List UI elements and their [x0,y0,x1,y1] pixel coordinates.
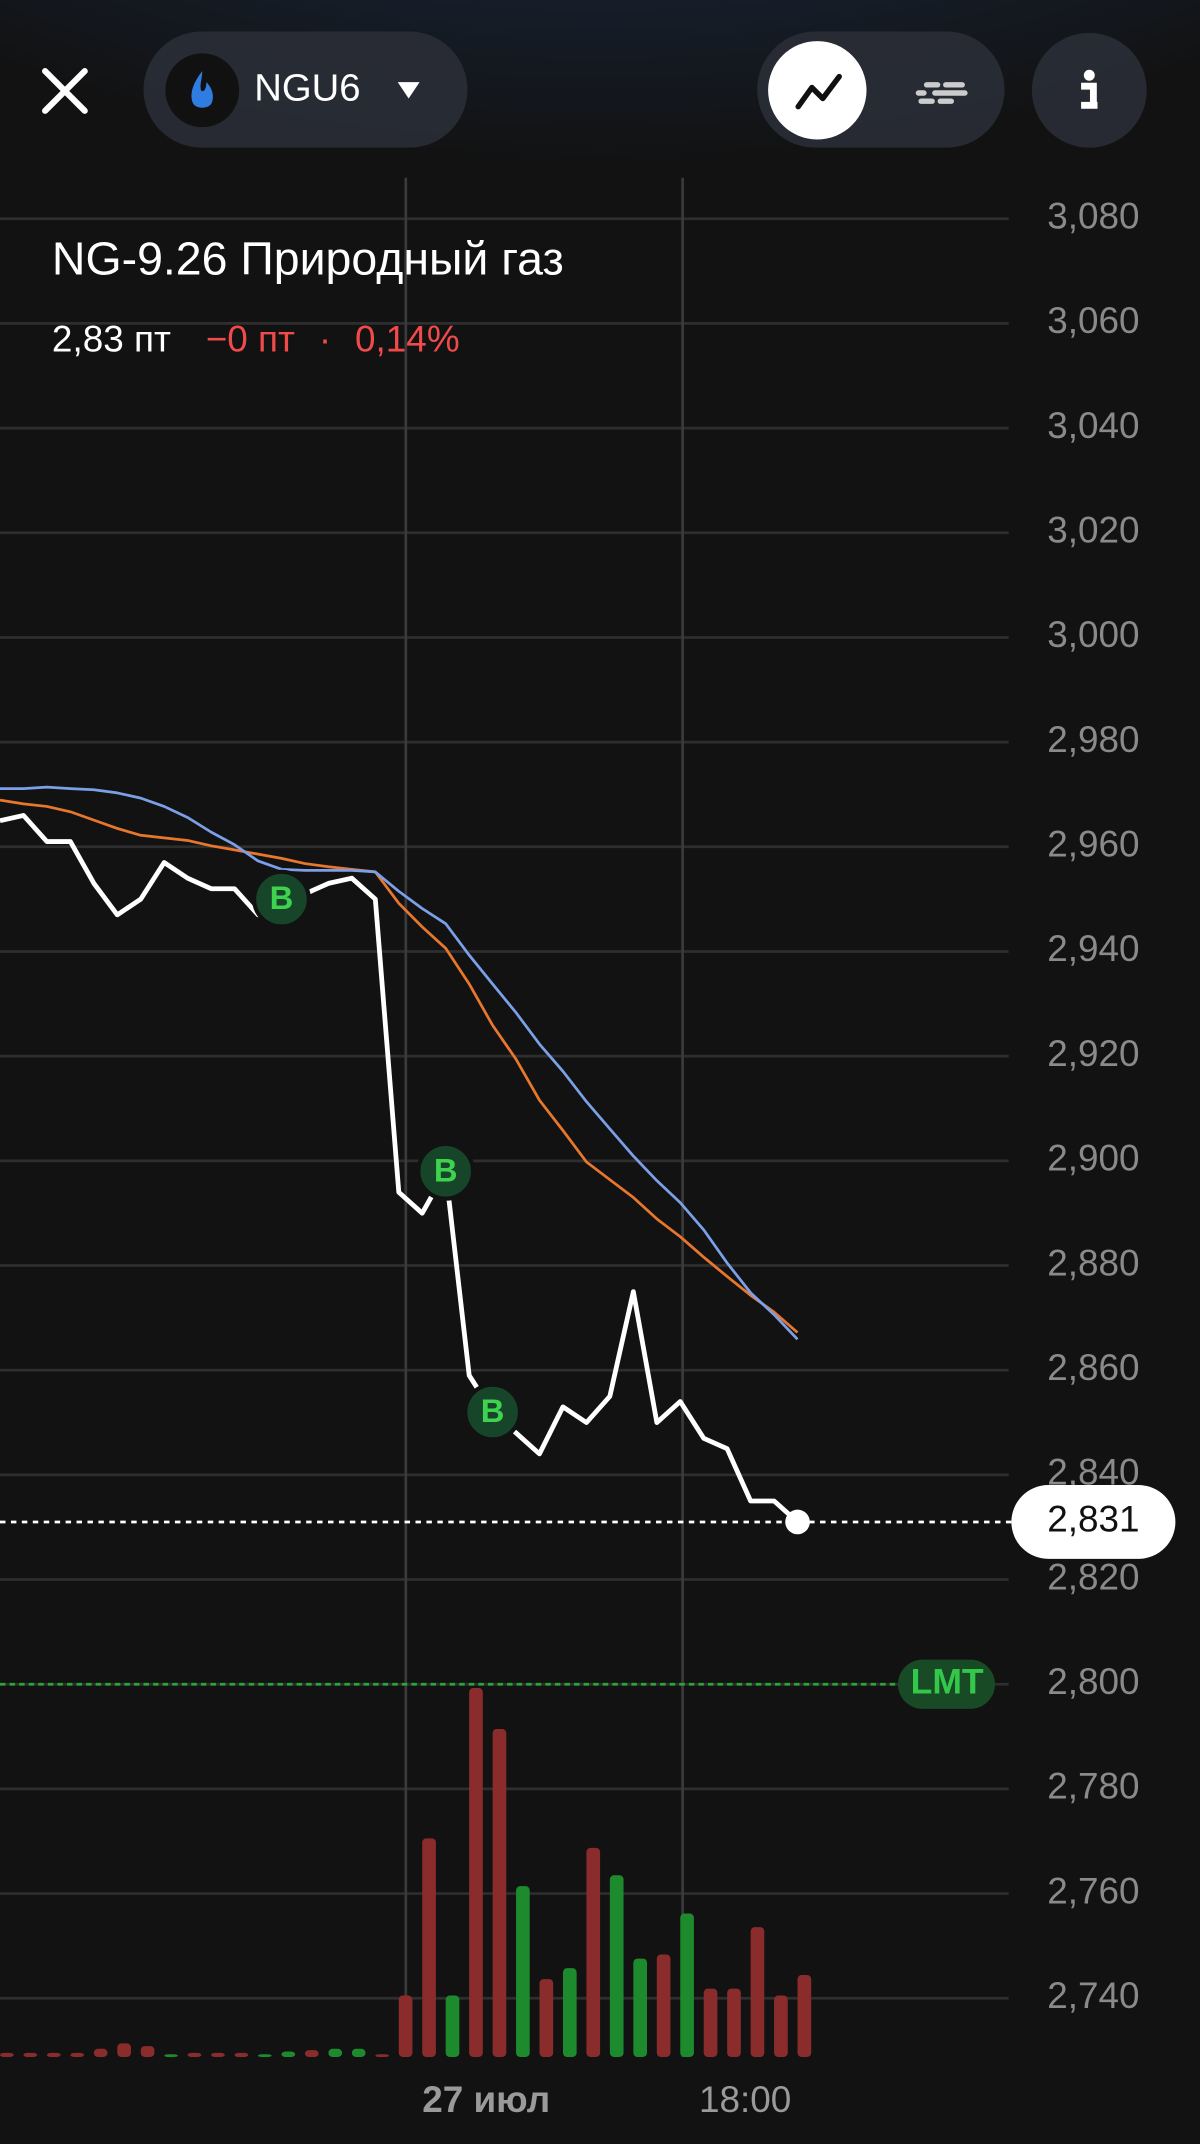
volume-bar [140,2046,155,2058]
volume-bar [539,1979,554,2058]
chart-mode-toggle[interactable] [757,31,1005,148]
volume-bar [304,2050,319,2058]
y-tick-label: 3,080 [1047,195,1139,236]
quote-change: −0 пт [206,318,295,359]
quote: 2,83 пт −0 пт · 0,14% [52,318,460,359]
volume-bar [609,1875,624,2058]
last-price-label: 2,831 [1047,1499,1139,1540]
quote-separator: · [319,318,331,359]
info-button[interactable] [1031,32,1147,148]
x-tick-label: 27 июл [422,2079,550,2120]
instrument-title: NG-9.26 Природный газ [52,233,564,285]
volume-bar [445,1995,460,2058]
volume-bar [93,2048,108,2058]
volume-bar [281,2051,296,2058]
y-tick-label: 3,040 [1047,405,1139,446]
volume-bar [680,1913,694,2058]
y-tick-label: 2,880 [1047,1242,1139,1283]
y-tick-label: 3,060 [1047,300,1139,341]
volume-bar [0,2052,14,2058]
quote-price: 2,83 пт [52,318,171,359]
volume-bar [328,2048,343,2058]
price-line [0,785,799,1341]
y-tick-label: 2,820 [1047,1556,1139,1597]
y-tick-label: 2,760 [1047,1870,1139,1911]
quote-percent: 0,14% [355,318,460,359]
y-tick-label: 2,800 [1047,1661,1139,1702]
volume-bar [633,1958,648,2058]
buy-marker-label: B [481,1392,505,1429]
volume-bar [398,1995,413,2058]
x-tick-label: 18:00 [699,2079,791,2120]
last-price-dot [785,1509,810,1535]
volume-bar [774,1995,788,2058]
y-tick-label: 2,980 [1047,719,1139,760]
volume-bar [187,2052,202,2058]
volume-bar [516,1886,530,2058]
y-tick-label: 2,960 [1047,824,1139,865]
y-tick-label: 3,020 [1047,510,1139,551]
y-tick-label: 3,000 [1047,614,1139,655]
y-tick-label: 2,920 [1047,1033,1139,1074]
buy-marker-label: B [434,1151,458,1188]
plot: 3,080 3,060 3,040 3,020 3,000 2,980 2,960 2,940… [0,177,1176,2120]
volume-bar [727,1988,741,2058]
limit-label: LMT [911,1662,984,1702]
volume-bar [234,2052,249,2058]
volume-bar [797,1975,812,2058]
volume-bar [46,2052,61,2058]
buy-marker [252,869,311,929]
volume-bar [586,1847,601,2058]
price-line [0,798,799,1334]
last-price-badge [1011,1485,1176,1559]
y-tick-label: 2,740 [1047,1975,1139,2016]
volume-bar [492,1729,507,2058]
volume-bar [164,2054,178,2058]
buy-marker [416,1141,476,1201]
y-tick-label: 2,900 [1047,1138,1139,1179]
close-button[interactable] [42,68,88,114]
y-tick-label: 2,860 [1047,1347,1139,1388]
volume-bar [656,1954,671,2058]
volume-bar [422,1838,436,2058]
volume-bar [117,2043,131,2058]
volume-bar [750,1927,765,2058]
y-tick-label: 2,780 [1047,1766,1139,1807]
price-line [0,813,800,1524]
symbol: NGU6 [254,66,360,109]
volume-bar [23,2052,38,2058]
limit-badge [897,1659,995,1709]
buy-marker-label: B [270,879,294,916]
volume-bar [70,2052,85,2058]
volume-bar [703,1988,718,2058]
y-tick-label: 2,940 [1047,928,1139,969]
volume-bar [258,2054,272,2058]
symbol-selector[interactable]: NGU6 [143,31,468,148]
volume-bar [375,2054,389,2058]
volume-bar [351,2048,366,2058]
volume-bar [211,2052,225,2058]
buy-marker [463,1382,522,1442]
volume-bar [469,1687,483,2058]
volume-bar [562,1968,577,2058]
